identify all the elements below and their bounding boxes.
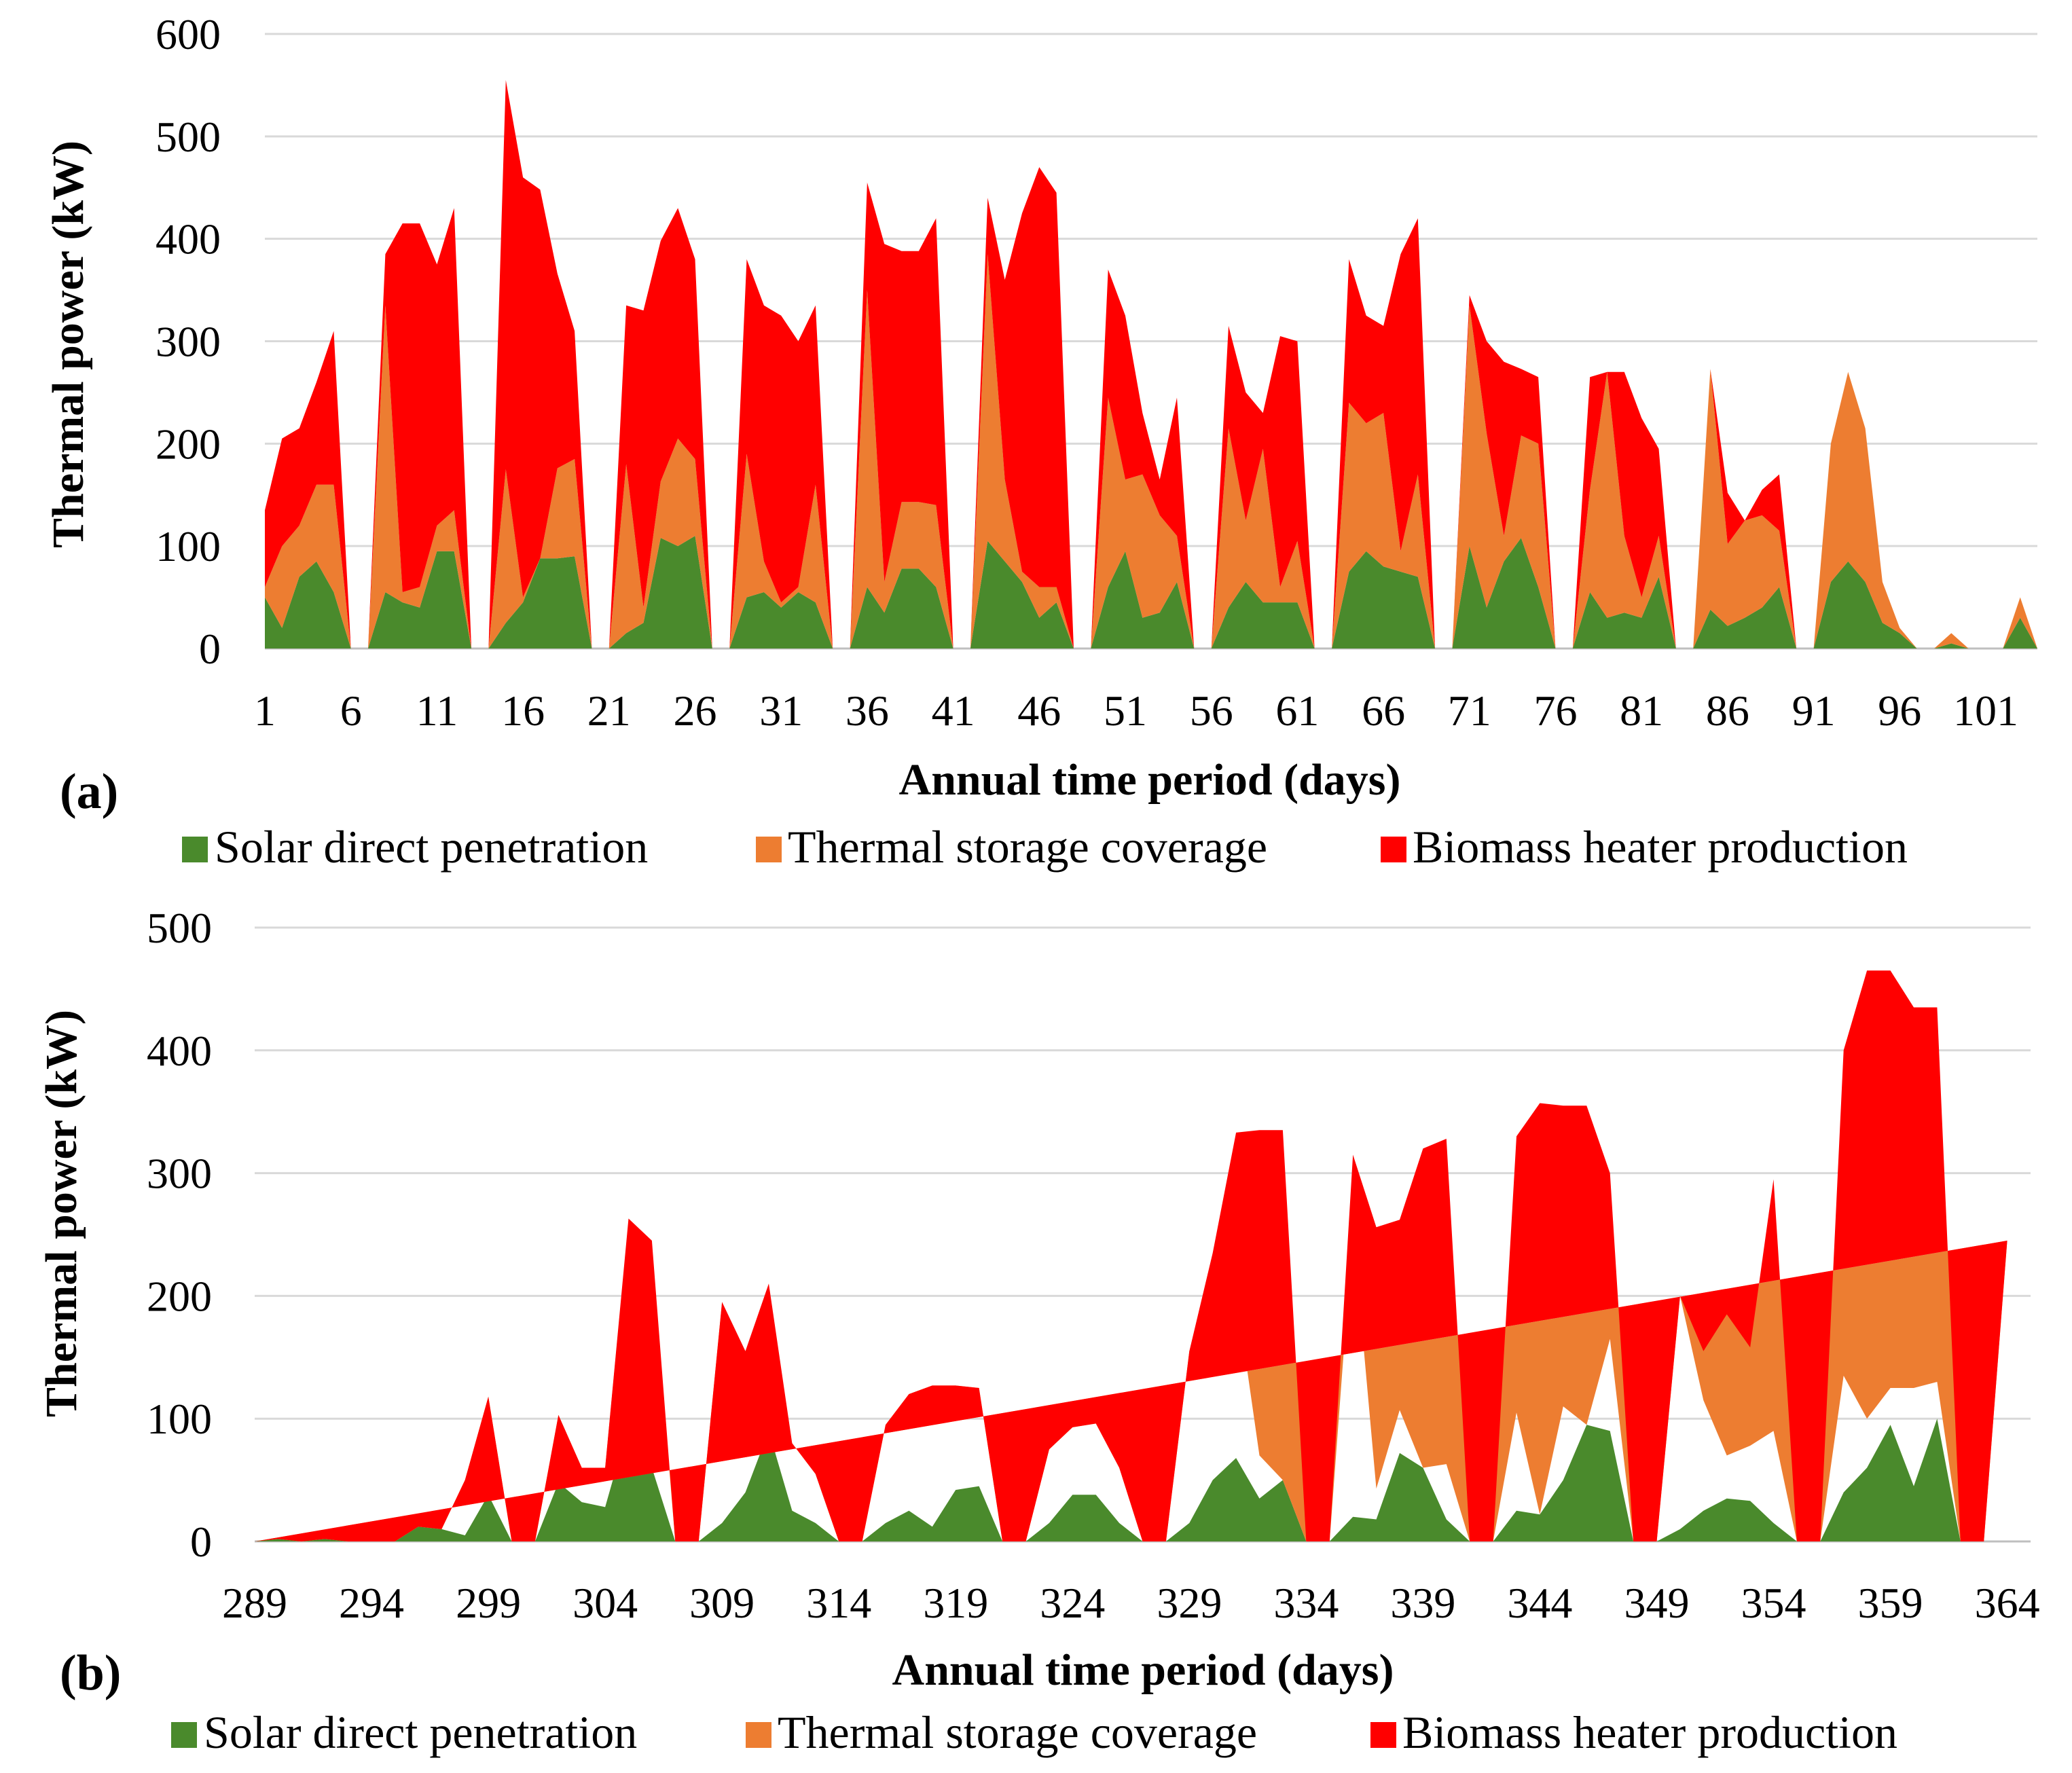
panel-b-x-tick-label: 344 [1507, 1579, 1572, 1627]
panel-a-x-tick-label: 76 [1533, 687, 1577, 735]
panel-a-x-tick-label: 61 [1275, 687, 1319, 735]
panel-a-x-tick-label: 26 [673, 687, 716, 735]
panel-a-areas [265, 79, 2037, 648]
panel-a-y-tick-labels: 0 100 200 300 400 500 600 [156, 10, 221, 673]
panel-b-solar-direct-penetration-area [255, 1419, 2007, 1541]
panel-a-x-tick-label: 51 [1104, 687, 1147, 735]
panel-b-x-tick-label: 294 [339, 1579, 404, 1627]
panel-b-x-tick-label: 314 [806, 1579, 871, 1627]
panel-a-x-tick-label: 11 [416, 687, 458, 735]
legend-a-swatch-storage [756, 837, 782, 862]
legend-b-swatch-storage [746, 1722, 771, 1748]
panel-a-x-tick-label: 6 [340, 687, 362, 735]
panel-b-y-tick-label: 0 [190, 1518, 212, 1566]
panel-a-x-tick-label: 66 [1362, 687, 1405, 735]
panel-a-solar-direct-penetration-area [265, 536, 2037, 648]
panel-a-x-tick-label: 86 [1706, 687, 1749, 735]
panel-b-x-axis-label: Annual time period (days) [892, 1645, 1394, 1695]
panel-b-y-tick-label: 200 [147, 1272, 212, 1320]
panel-a-y-tick-label: 500 [156, 113, 221, 161]
panel-a-x-tick-labels: 1 6 11 16 21 26 31 36 41 46 51 56 61 66 71 76 81 86 91 96 10… [254, 687, 2018, 735]
panel-b-y-tick-label: 300 [147, 1150, 212, 1198]
panel-a-thermal-storage-coverage-area [265, 254, 2037, 648]
legend-a-label-storage: Thermal storage coverage [788, 821, 1267, 873]
panel-b-y-tick-label: 400 [147, 1027, 212, 1075]
panel-a-label: (a) [60, 764, 118, 820]
panel-a-y-tick-label: 100 [156, 522, 221, 570]
panel-a-x-tick-label: 101 [1953, 687, 2018, 735]
panel-a-x-tick-label: 1 [254, 687, 276, 735]
panel-a-x-tick-label: 81 [1620, 687, 1663, 735]
panel-b-x-tick-label: 354 [1741, 1579, 1806, 1627]
legend-a-label-biomass: Biomass heater production [1413, 821, 1908, 873]
panel-a-x-tick-label: 16 [501, 687, 545, 735]
panel-a-y-tick-label: 200 [156, 420, 221, 468]
panel-b-x-tick-label: 304 [572, 1579, 638, 1627]
panel-a-y-tick-label: 0 [199, 625, 221, 673]
panel-b-x-tick-label: 324 [1040, 1579, 1105, 1627]
legend-a-swatch-solar [182, 837, 208, 862]
legend-a-swatch-biomass [1381, 837, 1406, 862]
panel-b-x-tick-label: 329 [1157, 1579, 1222, 1627]
panel-b-x-tick-labels: 289 294 299 304 309 314 319 324 329 334 339 344 349 3… [222, 1579, 2040, 1627]
panel-a-y-tick-label: 600 [156, 10, 221, 58]
panel-a-legend: Solar direct penetration Thermal storage… [182, 821, 1908, 873]
legend-b-label-storage: Thermal storage coverage [778, 1706, 1257, 1758]
panel-b-x-tick-label: 299 [456, 1579, 521, 1627]
legend-b-label-solar: Solar direct penetration [204, 1706, 637, 1758]
panel-a-x-tick-label: 71 [1448, 687, 1491, 735]
panel-a-y-tick-label: 300 [156, 318, 221, 366]
panel-b-x-tick-label: 364 [1975, 1579, 2040, 1627]
panel-b-x-tick-label: 334 [1273, 1579, 1339, 1627]
panel-b-y-tick-label: 100 [147, 1395, 212, 1443]
panel-a-x-tick-label: 46 [1017, 687, 1061, 735]
panel-b-areas [255, 970, 2007, 1541]
panel-b-x-tick-label: 359 [1858, 1579, 1923, 1627]
panel-a-y-tick-label: 400 [156, 215, 221, 263]
legend-a-label-solar: Solar direct penetration [215, 821, 648, 873]
panel-b-y-tick-labels: 0 100 200 300 400 500 [147, 904, 212, 1566]
legend-b-label-biomass: Biomass heater production [1402, 1706, 1897, 1758]
panel-a-x-tick-label: 91 [1792, 687, 1836, 735]
panel-b-x-tick-label: 309 [689, 1579, 755, 1627]
panel-b-label: (b) [60, 1645, 121, 1701]
panel-b-y-tick-label: 500 [147, 904, 212, 952]
panel-a-x-tick-label: 21 [587, 687, 631, 735]
legend-b-swatch-solar [171, 1722, 197, 1748]
panel-a-x-tick-label: 56 [1190, 687, 1233, 735]
panel-b-legend: Solar direct penetration Thermal storage… [171, 1706, 1897, 1758]
panel-b-x-tick-label: 349 [1624, 1579, 1689, 1627]
legend-b-swatch-biomass [1370, 1722, 1396, 1748]
panel-a-x-tick-label: 31 [759, 687, 803, 735]
panel-b-x-tick-label: 289 [222, 1579, 287, 1627]
panel-a-x-tick-label: 96 [1878, 687, 1921, 735]
panel-a-y-axis-label: Thermal power (kW) [43, 141, 93, 548]
panel-b-x-tick-label: 339 [1390, 1579, 1455, 1627]
panel-b: 0 100 200 300 400 500 289 294 299 304 309 314 319 32… [37, 904, 2040, 1758]
panel-b-biomass-heater-production-area [255, 970, 2007, 1541]
panel-b-y-axis-label: Thermal power (kW) [37, 1010, 86, 1417]
panel-a-x-tick-label: 41 [932, 687, 975, 735]
panel-b-x-tick-label: 319 [923, 1579, 988, 1627]
panel-a-x-axis-label: Annual time period (days) [899, 755, 1401, 805]
panel-a-x-tick-label: 36 [846, 687, 889, 735]
